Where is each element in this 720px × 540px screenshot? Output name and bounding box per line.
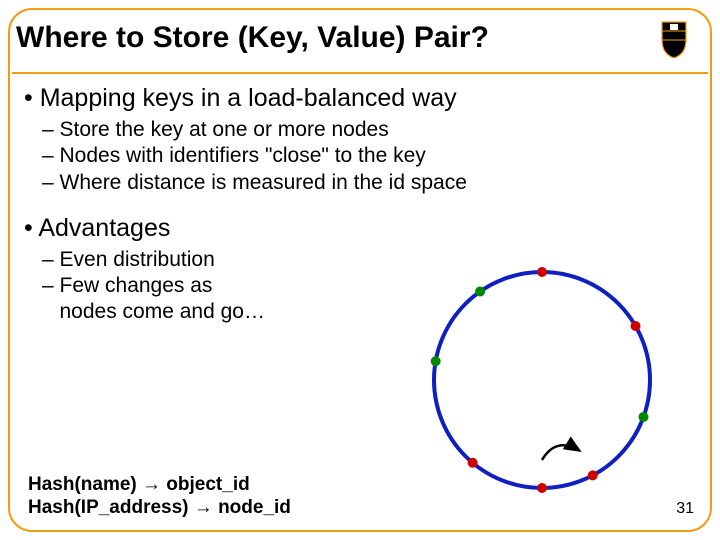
ring-node: [468, 458, 478, 468]
ring-circle: [434, 272, 650, 488]
ring-node: [475, 287, 485, 297]
princeton-logo: [650, 14, 698, 62]
bullet-advantages: • Advantages: [24, 214, 696, 243]
hash-label: Hash(IP_address): [28, 497, 194, 518]
ring-node: [431, 356, 441, 366]
title-bar: Where to Store (Key, Value) Pair?: [12, 14, 708, 74]
bullet-store-key: – Store the key at one or more nodes: [42, 117, 696, 143]
ring-node: [631, 321, 641, 331]
hash-label: Hash(name): [28, 474, 142, 495]
hash-ring-diagram: [392, 260, 692, 510]
ring-node: [588, 470, 598, 480]
ring-node: [537, 267, 547, 277]
bullet-close-ids: – Nodes with identifiers "close" to the …: [42, 143, 696, 169]
bullet-mapping: • Mapping keys in a load-balanced way: [24, 84, 696, 113]
arrow-icon: →: [142, 474, 161, 495]
ring-self-arrow: [542, 445, 580, 460]
hash-result: node_id: [213, 497, 291, 518]
ring-node: [638, 412, 648, 422]
page-number: 31: [676, 500, 694, 518]
bullet-distance: – Where distance is measured in the id s…: [42, 170, 696, 196]
hash-name-line: Hash(name) → object_id: [28, 474, 250, 495]
arrow-icon: →: [194, 497, 213, 518]
hash-formulas: Hash(name) → object_id Hash(IP_address) …: [28, 473, 291, 521]
ring-node: [537, 483, 547, 493]
slide-title: Where to Store (Key, Value) Pair?: [12, 21, 489, 55]
hash-ip-line: Hash(IP_address) → node_id: [28, 497, 291, 518]
hash-result: object_id: [161, 474, 250, 495]
